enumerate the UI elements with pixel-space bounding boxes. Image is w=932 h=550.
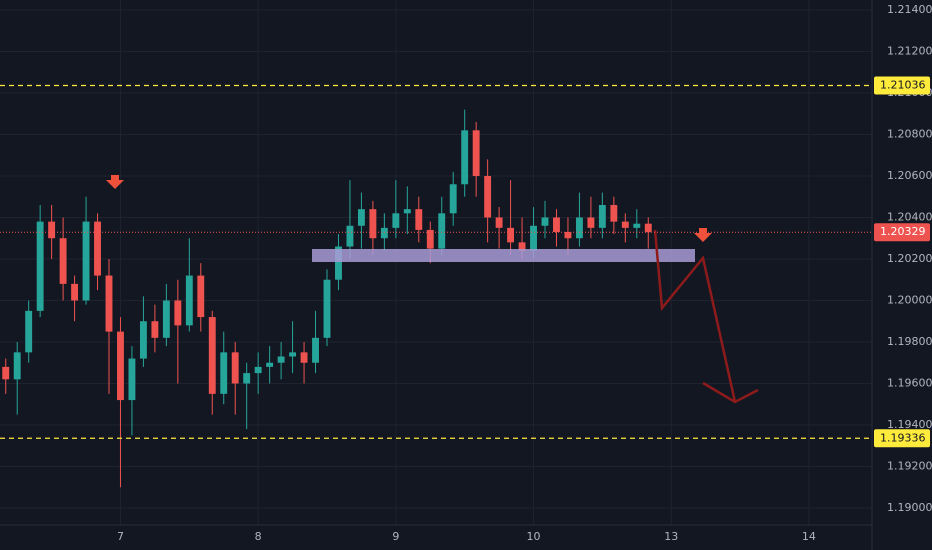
- candle-body: [36, 221, 44, 311]
- candle-body: [151, 321, 159, 338]
- candle-body: [598, 205, 606, 228]
- x-tick-label: 14: [802, 530, 816, 543]
- last-price-box: [874, 223, 930, 242]
- candle-body: [323, 279, 331, 338]
- level-label: 1.21036: [880, 78, 926, 91]
- candle-body: [541, 217, 549, 226]
- y-tick-label: 1.19800: [887, 335, 932, 348]
- candle-body: [25, 310, 33, 353]
- candles: [2, 109, 652, 488]
- candle-body: [380, 227, 388, 239]
- candle-body: [507, 227, 515, 243]
- down-arrow-marker: [106, 175, 124, 189]
- candle-body: [197, 275, 205, 318]
- candle-body: [185, 275, 193, 326]
- y-tick-label: 1.21400: [887, 3, 932, 16]
- candle-body: [553, 217, 560, 232]
- y-tick-label: 1.19200: [887, 459, 932, 472]
- candle-body: [610, 205, 618, 222]
- candle-body: [82, 221, 90, 301]
- level-label-box: [874, 76, 930, 95]
- candle-body: [174, 300, 182, 326]
- candle-body: [564, 231, 572, 239]
- candle-body: [289, 352, 297, 357]
- candle-body: [575, 217, 583, 239]
- candle-body: [587, 217, 595, 228]
- candle-body: [312, 337, 319, 363]
- candle-body: [71, 283, 79, 301]
- candle-body: [220, 352, 228, 394]
- candle-body: [105, 275, 113, 332]
- candle-body: [117, 331, 124, 401]
- candle-body: [254, 366, 262, 374]
- x-tick-label: 9: [392, 530, 399, 543]
- candle-body: [438, 213, 446, 249]
- candle-body: [94, 221, 101, 276]
- x-tick-label: 7: [117, 530, 124, 543]
- level-label-box: [874, 429, 930, 448]
- candle-body: [461, 130, 469, 185]
- candle-body: [403, 209, 411, 214]
- x-tick-label: 10: [527, 530, 541, 543]
- candle-body: [518, 242, 526, 251]
- candle-body: [231, 352, 239, 384]
- candle-body: [357, 209, 365, 226]
- candle-body: [484, 175, 492, 218]
- y-tick-label: 1.20200: [887, 252, 932, 265]
- candle-body: [208, 317, 216, 394]
- y-tick-label: 1.20000: [887, 293, 932, 306]
- candle-body: [13, 352, 21, 380]
- candle-body: [449, 184, 457, 214]
- candle-body: [415, 209, 423, 230]
- support-zone: [312, 249, 695, 262]
- candle-body: [392, 213, 400, 228]
- projection-arrowhead: [702, 381, 759, 404]
- candle-body: [48, 221, 56, 239]
- down-arrow-marker: [694, 228, 712, 242]
- level-label: 1.19336: [880, 431, 926, 444]
- candle-body: [530, 225, 537, 251]
- candle-body: [59, 238, 67, 284]
- candle-body: [369, 209, 377, 239]
- y-tick-label: 1.20800: [887, 127, 932, 140]
- y-tick-label: 1.19600: [887, 376, 932, 389]
- candle-body: [266, 362, 274, 367]
- overlay: 1.19000 1.19200 1.19400 1.19600 1.19800 1.200…: [0, 3, 932, 543]
- y-tick-label: 1.21200: [887, 44, 932, 57]
- y-tick-label: 1.19400: [887, 418, 932, 431]
- last-price-label: 1.20329: [880, 225, 926, 238]
- candle-body: [346, 225, 354, 247]
- candle-body: [644, 223, 652, 233]
- candle-body: [128, 358, 136, 401]
- y-tick-label: 1.19000: [887, 501, 932, 514]
- candle-body: [495, 217, 503, 228]
- y-tick-label: 1.20400: [887, 210, 932, 223]
- candle-body: [300, 352, 308, 363]
- x-tick-label: 13: [664, 530, 678, 543]
- candle-body: [335, 246, 342, 280]
- candle-body: [277, 356, 285, 363]
- candle-body: [472, 130, 480, 176]
- y-tick-label: 1.20600: [887, 169, 932, 182]
- candle-body: [621, 221, 629, 228]
- candle-body: [139, 321, 147, 359]
- x-tick-label: 8: [255, 530, 262, 543]
- candle-body: [633, 223, 641, 228]
- projection-path: [653, 229, 737, 403]
- candle-body: [426, 229, 434, 249]
- candle-body: [2, 366, 10, 380]
- candle-body: [243, 373, 251, 384]
- candle-body: [162, 300, 170, 338]
